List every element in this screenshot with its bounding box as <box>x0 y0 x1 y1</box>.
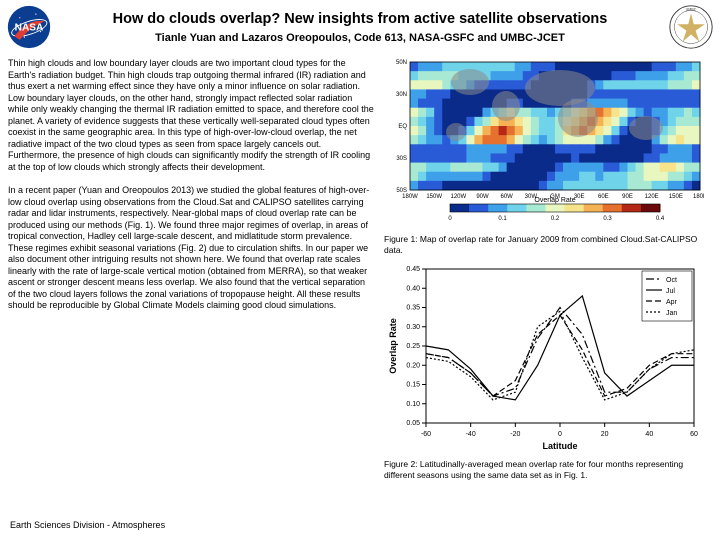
right-column: 50N30NEQ30S50S180W150W120W90W60W30WGM30E… <box>384 58 704 487</box>
svg-text:Apr: Apr <box>666 299 678 306</box>
figure-2-caption: Figure 2: Latitudinally-averaged mean ov… <box>384 459 704 480</box>
umbc-logo-icon: UMBC <box>668 4 714 50</box>
svg-text:30S: 30S <box>396 156 407 162</box>
svg-text:20: 20 <box>601 431 609 438</box>
svg-text:60E: 60E <box>598 194 609 200</box>
svg-text:30N: 30N <box>396 92 407 98</box>
svg-text:Overlap Rate: Overlap Rate <box>534 197 575 204</box>
page-title: How do clouds overlap? New insights from… <box>58 10 662 28</box>
svg-text:0.3: 0.3 <box>603 216 612 222</box>
left-column: Thin high clouds and low boundary layer … <box>8 58 374 487</box>
authors-line: Tianle Yuan and Lazaros Oreopoulos, Code… <box>58 32 662 44</box>
svg-text:90W: 90W <box>476 194 489 200</box>
header-text: How do clouds overlap? New insights from… <box>58 10 662 43</box>
svg-text:0.10: 0.10 <box>406 401 420 408</box>
svg-text:-60: -60 <box>421 431 431 438</box>
paragraph-1: Thin high clouds and low boundary layer … <box>8 58 374 173</box>
footer-text: Earth Sciences Division - Atmospheres <box>10 520 165 530</box>
svg-text:90E: 90E <box>622 194 633 200</box>
figure-2-chart: -60 -40 -20 0 20 40 60 0.05 0.10 0.15 0.20 0.25 0.30… <box>384 261 704 451</box>
svg-text:50N: 50N <box>396 60 407 66</box>
svg-text:60: 60 <box>690 431 698 438</box>
content-area: Thin high clouds and low boundary layer … <box>0 52 720 487</box>
paragraph-2: In a recent paper (Yuan and Oreopoulos 2… <box>8 185 374 312</box>
svg-text:120E: 120E <box>645 194 659 200</box>
svg-text:NASA: NASA <box>15 23 44 34</box>
nasa-logo-icon: NASA <box>6 4 52 50</box>
svg-text:120W: 120W <box>450 194 466 200</box>
svg-text:Oct: Oct <box>666 277 677 284</box>
svg-text:Latitude: Latitude <box>543 441 578 451</box>
svg-text:180E: 180E <box>693 194 704 200</box>
svg-text:0.1: 0.1 <box>498 216 507 222</box>
svg-text:-40: -40 <box>466 431 476 438</box>
svg-text:0.35: 0.35 <box>406 305 420 312</box>
svg-text:0.05: 0.05 <box>406 420 420 427</box>
svg-text:0.25: 0.25 <box>406 343 420 350</box>
svg-text:0.4: 0.4 <box>656 216 665 222</box>
svg-text:Jan: Jan <box>666 310 677 317</box>
svg-text:0.2: 0.2 <box>551 216 560 222</box>
header: NASA How do clouds overlap? New insights… <box>0 0 720 52</box>
svg-text:60W: 60W <box>500 194 513 200</box>
svg-text:0.20: 0.20 <box>406 363 420 370</box>
svg-text:0.45: 0.45 <box>406 266 420 273</box>
svg-text:UMBC: UMBC <box>686 7 697 11</box>
figure-1-map: 50N30NEQ30S50S180W150W120W90W60W30WGM30E… <box>384 58 704 226</box>
figure-1-caption: Figure 1: Map of overlap rate for Januar… <box>384 234 704 255</box>
svg-text:0.15: 0.15 <box>406 382 420 389</box>
svg-text:150E: 150E <box>669 194 683 200</box>
svg-text:EQ: EQ <box>398 124 407 130</box>
svg-text:0.40: 0.40 <box>406 286 420 293</box>
svg-text:0.30: 0.30 <box>406 324 420 331</box>
svg-text:Jul: Jul <box>666 288 675 295</box>
svg-text:40: 40 <box>645 431 653 438</box>
svg-text:0: 0 <box>558 431 562 438</box>
svg-text:Overlap Rate: Overlap Rate <box>388 318 398 374</box>
svg-text:-20: -20 <box>510 431 520 438</box>
svg-text:180W: 180W <box>402 194 418 200</box>
svg-text:150W: 150W <box>426 194 442 200</box>
